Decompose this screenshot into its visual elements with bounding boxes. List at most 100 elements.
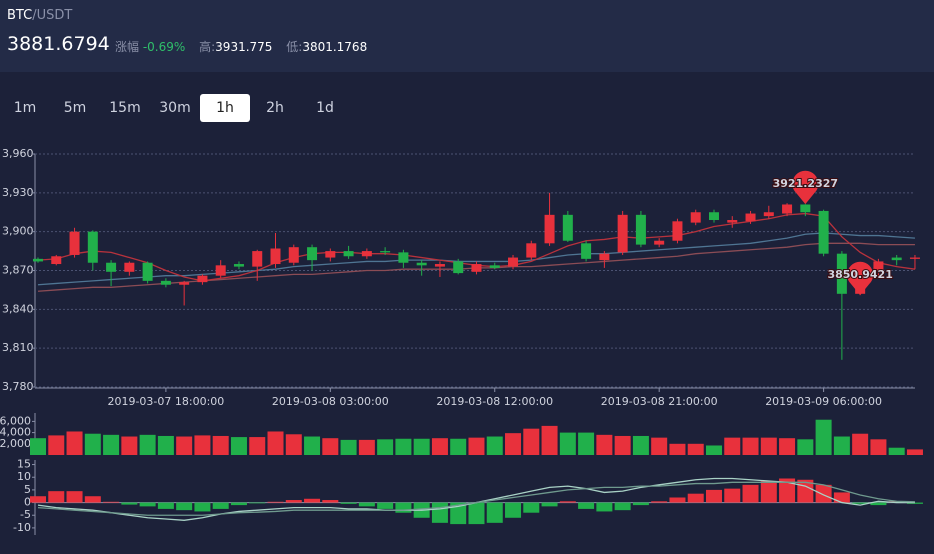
macd-bar — [669, 497, 686, 503]
volume-bar — [395, 438, 412, 455]
candle-body — [562, 214, 573, 241]
volume-bar — [139, 434, 156, 455]
interval-button[interactable]: 15m — [109, 100, 141, 116]
interval-button[interactable]: 5m — [63, 100, 87, 116]
volume-bar — [724, 437, 741, 455]
y-tick-label: 3,960 — [2, 147, 34, 160]
macd-bar — [230, 502, 247, 506]
macd-bar — [852, 502, 869, 504]
candle-body — [836, 253, 847, 294]
y-tick-label: 10 — [17, 470, 31, 483]
volume-bar — [377, 439, 394, 455]
volume-bar — [103, 434, 120, 455]
candle-body — [179, 282, 190, 285]
y-tick-label: 3,810 — [2, 341, 34, 354]
macd-bar — [395, 502, 412, 513]
candle-body — [270, 248, 281, 265]
volume-bar — [742, 437, 759, 455]
macd-bar — [705, 489, 722, 503]
low: 3801.1768 — [302, 40, 368, 54]
candle-body — [307, 247, 318, 261]
macd-bar — [304, 498, 321, 503]
candle-body — [87, 231, 98, 263]
volume-bar — [176, 436, 193, 455]
macd-bar — [815, 484, 832, 503]
volume-bar — [578, 432, 595, 455]
volume-bar — [48, 435, 65, 455]
macd-bar — [322, 500, 339, 503]
y-tick-label: 4,000 — [0, 426, 31, 439]
y-tick-label: 2,000 — [0, 437, 31, 450]
x-tick-label: 2019-03-09 06:00:00 — [765, 395, 882, 408]
macd-bar — [724, 488, 741, 503]
interval-button[interactable]: 1m — [13, 100, 37, 116]
volume-bar — [157, 435, 174, 455]
interval-button[interactable]: 30m — [159, 100, 191, 116]
y-tick-label: -5 — [20, 508, 31, 521]
interval-button[interactable]: 1d — [316, 100, 334, 116]
macd-bar — [194, 502, 211, 512]
volume-bar — [249, 437, 266, 455]
x-tick-label: 2019-03-08 21:00:00 — [601, 395, 718, 408]
macd-bar — [559, 501, 576, 503]
macd-bar — [523, 502, 540, 513]
volume-bar — [596, 434, 613, 455]
candle-body — [672, 221, 683, 241]
volume-bar — [340, 439, 357, 455]
macd-bar — [139, 502, 156, 507]
macd-bar — [103, 501, 120, 503]
macd-bar — [870, 502, 887, 506]
low-label: 低: — [286, 40, 303, 54]
macd-bar — [431, 502, 448, 523]
macd-bar — [450, 502, 467, 525]
candle-body — [361, 251, 372, 257]
base: BTC — [7, 8, 33, 23]
y-tick-label: 3,870 — [2, 264, 34, 277]
y-tick-label: 0 — [24, 496, 31, 509]
candle-body — [398, 252, 409, 263]
volume-bar — [450, 438, 467, 455]
macd-bar — [505, 502, 522, 518]
macd-bar — [66, 491, 83, 503]
candle-body — [508, 257, 519, 267]
y-tick-label: 3,780 — [2, 380, 34, 393]
volume-bar — [194, 435, 211, 455]
macd-bar — [651, 501, 668, 503]
volume-bar — [285, 434, 302, 455]
interval-button[interactable]: 1h — [200, 94, 250, 122]
candle-body — [197, 275, 208, 283]
price: 3881.6794 — [7, 33, 110, 55]
macd-bar — [377, 502, 394, 509]
volume-bar — [815, 419, 832, 455]
candle-body — [434, 264, 445, 267]
y-tick-label: 6,000 — [0, 414, 31, 427]
interval-button[interactable]: 2h — [266, 100, 284, 116]
macd-bar — [340, 502, 357, 504]
volume-bar — [559, 432, 576, 455]
price-marker — [847, 261, 874, 296]
volume-bar — [852, 433, 869, 455]
macd-bar — [541, 502, 558, 507]
macd-bar — [285, 500, 302, 503]
macd-bar — [687, 493, 704, 503]
x-tick-label: 2019-03-08 12:00:00 — [436, 395, 553, 408]
candle-body — [544, 214, 555, 244]
volume-bar — [760, 437, 777, 455]
macd-bar — [48, 491, 65, 503]
candle-body — [252, 251, 263, 267]
volume-bar — [705, 445, 722, 455]
y-tick-label: 3,900 — [2, 225, 34, 238]
volume-bar — [84, 433, 101, 455]
header: BTC/USDT 3881.6794 涨幅 -0.69% 高:3931.775 … — [0, 0, 934, 72]
candle-body — [343, 251, 354, 257]
high-label: 高: — [199, 40, 216, 54]
candle-body — [909, 257, 920, 259]
change-label: 涨幅 — [115, 40, 140, 54]
candle-body — [288, 247, 299, 263]
macd-line — [37, 481, 915, 516]
candle-body — [708, 212, 719, 221]
candle-body — [818, 210, 829, 254]
macd-bar — [30, 496, 46, 503]
macd-bar — [267, 501, 284, 503]
